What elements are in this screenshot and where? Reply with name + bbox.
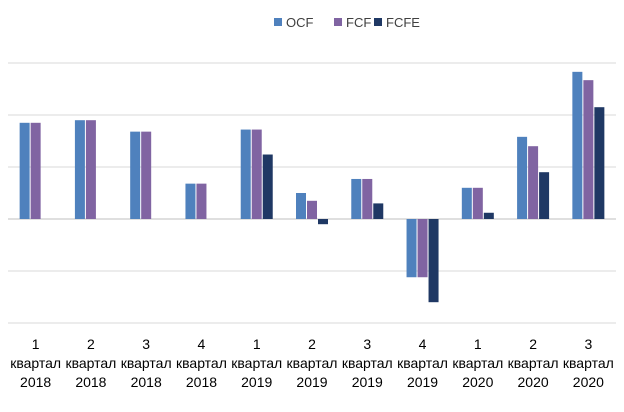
x-tick-label: 2 [308, 336, 316, 352]
x-tick-label: 3 [363, 336, 371, 352]
x-tick-label: 4 [198, 336, 206, 352]
legend-swatch-fcfe [374, 18, 382, 26]
bar-fcfe-8 [428, 219, 439, 303]
bar-ocf-4 [185, 183, 196, 219]
x-tick-label: квартал [121, 355, 172, 371]
x-tick-label: 3 [584, 336, 592, 352]
bar-fcf-1 [30, 122, 41, 219]
bar-fcf-3 [141, 131, 152, 219]
bar-fcfe-11 [594, 107, 605, 219]
x-tick-label: 2019 [352, 374, 383, 390]
bar-ocf-2 [74, 120, 85, 219]
x-tick-label: квартал [65, 355, 116, 371]
bar-ocf-1 [19, 122, 30, 219]
x-tick-label: квартал [287, 355, 338, 371]
bar-ocf-7 [351, 178, 362, 219]
x-tick-label: 2019 [241, 374, 272, 390]
x-tick-label: квартал [397, 355, 448, 371]
bar-fcf-4 [196, 183, 207, 219]
x-tick-label: 2020 [518, 374, 549, 390]
bar-fcfe-5 [262, 154, 273, 219]
bar-ocf-10 [517, 136, 528, 219]
x-tick-label: квартал [342, 355, 393, 371]
bar-fcf-10 [528, 146, 539, 219]
bar-fcfe-9 [483, 212, 494, 219]
x-tick-label: 2020 [573, 374, 604, 390]
bars [19, 71, 605, 303]
bar-fcf-2 [85, 120, 96, 219]
legend-swatch-ocf [274, 18, 282, 26]
x-tick-label: 3 [142, 336, 150, 352]
x-tick-label: 2018 [20, 374, 51, 390]
x-tick-label: квартал [10, 355, 61, 371]
x-tick-label: 2020 [462, 374, 493, 390]
x-axis-labels: 1 квартал 2018 2 квартал 2018 3 квартал 2018 4 ква… [10, 336, 614, 390]
bar-fcfe-7 [373, 203, 384, 219]
x-tick-label: 2019 [296, 374, 327, 390]
x-tick-label: 1 [253, 336, 261, 352]
x-tick-label: 1 [474, 336, 482, 352]
x-tick-label: 2018 [75, 374, 106, 390]
bar-fcf-5 [251, 129, 262, 219]
x-tick-label: квартал [563, 355, 614, 371]
bar-fcf-8 [417, 219, 428, 278]
bar-ocf-6 [296, 193, 306, 219]
legend-swatch-fcf [334, 18, 342, 26]
x-tick-label: квартал [176, 355, 227, 371]
bar-ocf-8 [406, 219, 417, 278]
bar-fcf-9 [472, 187, 483, 219]
x-tick-label: 2018 [186, 374, 217, 390]
bar-fcf-6 [307, 200, 317, 219]
bar-fcf-7 [362, 178, 373, 219]
bar-ocf-9 [461, 187, 472, 219]
bar-fcfe-10 [539, 172, 550, 219]
x-tick-label: квартал [231, 355, 282, 371]
x-tick-label: 2 [529, 336, 537, 352]
bar-ocf-5 [240, 129, 251, 219]
x-tick-label: квартал [508, 355, 559, 371]
x-tick-label: 4 [419, 336, 427, 352]
bar-fcfe-6 [318, 219, 328, 225]
bar-ocf-11 [572, 71, 583, 219]
bar-fcf-11 [583, 80, 594, 219]
x-tick-label: 2 [87, 336, 95, 352]
legend-label-fcfe: FCFE [386, 15, 420, 30]
legend: OCF FCF FCFE [274, 15, 420, 30]
x-tick-label: 1 [32, 336, 40, 352]
x-tick-label: квартал [452, 355, 503, 371]
legend-label-ocf: OCF [286, 15, 314, 30]
x-tick-label: 2019 [407, 374, 438, 390]
bar-ocf-3 [130, 131, 141, 219]
legend-label-fcf: FCF [346, 15, 371, 30]
x-tick-label: 2018 [131, 374, 162, 390]
